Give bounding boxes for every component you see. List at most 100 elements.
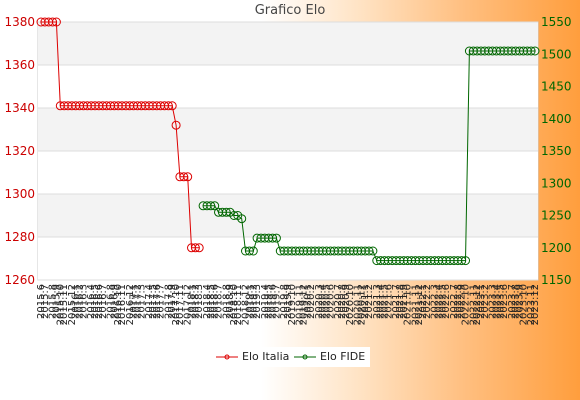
data-point-elo-fide xyxy=(268,233,278,243)
x-axis-tick-label: 2023.9 xyxy=(515,284,526,319)
chart-title: Grafico Elo xyxy=(254,3,326,18)
grid-band xyxy=(38,108,538,151)
x-axis-tick-label: 2022.9 xyxy=(457,284,468,319)
data-point-elo-fide xyxy=(457,256,467,266)
x-axis-tick-label: 2016.9 xyxy=(109,284,120,319)
x-axis-tick-label: 2023.3 xyxy=(488,284,499,319)
left-axis-tick-label: 1340 xyxy=(4,101,35,115)
right-axis-tick-label: 1250 xyxy=(541,209,572,223)
x-axis-tick-label: 2017.2 xyxy=(132,284,143,319)
x-axis-tick-label: 2019.7 xyxy=(271,284,282,319)
x-axis-tick-label: 2020.3 xyxy=(314,284,325,319)
x-axis-tick-label: 2017.6 xyxy=(152,284,163,319)
legend-label-elo-fide: Elo FIDE xyxy=(320,350,366,363)
x-axis-tick-label: 2021.10 xyxy=(403,284,414,325)
right-axis-tick-label: 1550 xyxy=(541,15,572,29)
x-axis-tick-label: 2018.6 xyxy=(210,284,221,319)
right-axis-tick-label: 1350 xyxy=(541,144,572,158)
x-axis-tick-label: 2016.2 xyxy=(75,284,86,319)
data-point-elo-italia xyxy=(183,172,193,182)
right-axis: 1150 1200 1250 1300 1350 1400 1450 1500 1550 xyxy=(541,15,572,287)
x-axis-tick-label: 2019.8 xyxy=(279,284,290,319)
x-axis-tick-label: 2018.4 xyxy=(202,284,213,319)
x-axis-tick-label: 2016.12 xyxy=(125,284,136,325)
x-axis-tick-label: 2016.7 xyxy=(98,284,109,319)
data-point-elo-fide xyxy=(530,46,540,56)
x-axis: 2015.62015.72015.82015.92015.102015.1120… xyxy=(36,284,541,325)
x-axis-tick-label: 2016.10 xyxy=(113,284,124,325)
series-line-elo-italia xyxy=(41,21,200,249)
x-axis-tick-label: 2022.2 xyxy=(422,284,433,319)
x-axis-tick-label: 2017.1 xyxy=(129,284,140,319)
x-axis-tick-label: 2016.8 xyxy=(105,284,116,319)
x-axis-tick-label: 2019.6 xyxy=(268,284,279,319)
data-point-elo-fide xyxy=(271,233,281,243)
left-axis-tick-label: 1300 xyxy=(4,187,35,201)
left-axis: 1260 1280 1300 1320 1340 1360 1380 xyxy=(4,15,35,287)
x-axis-tick-label: 2021.3 xyxy=(372,284,383,319)
x-axis-tick-label: 2020.8 xyxy=(337,284,348,319)
x-axis-tick-label: 2019.2 xyxy=(248,284,259,319)
data-point-elo-italia xyxy=(171,120,181,130)
x-axis-tick-label: 2021.1 xyxy=(360,284,371,319)
grid-band xyxy=(38,194,538,237)
x-axis-tick-label: 2019.12 xyxy=(298,284,309,325)
x-axis-tick-label: 2017.10 xyxy=(171,284,182,325)
x-axis-tick-label: 2019.11 xyxy=(295,284,306,325)
x-axis-tick-label: 2022.4 xyxy=(434,284,445,319)
data-point-elo-fide xyxy=(206,201,216,211)
x-axis-tick-label: 2018.12 xyxy=(241,284,252,325)
x-axis-tick-label: 2019.4 xyxy=(260,284,271,319)
x-axis-tick-label: 2015.9 xyxy=(51,284,62,319)
x-axis-tick-label: 2020.1 xyxy=(302,284,313,319)
series-elo-fide xyxy=(198,46,540,266)
left-axis-tick-label: 1380 xyxy=(4,15,35,29)
x-axis-tick-label: 2018.10 xyxy=(229,284,240,325)
data-point-elo-italia xyxy=(179,172,189,182)
x-axis-tick-label: 2021.12 xyxy=(414,284,425,325)
x-axis-tick-label: 2018.11 xyxy=(233,284,244,325)
x-axis-tick-label: 2015.10 xyxy=(55,284,66,325)
right-axis-tick-label: 1300 xyxy=(541,176,572,190)
x-axis-tick-label: 2020.10 xyxy=(345,284,356,325)
x-axis-tick-label: 2023.12 xyxy=(530,284,541,325)
x-axis-tick-label: 2023.6 xyxy=(499,284,510,319)
data-point-elo-italia xyxy=(163,101,173,111)
x-axis-tick-label: 2020.4 xyxy=(318,284,329,319)
x-axis-tick-label: 2017.11 xyxy=(175,284,186,325)
x-axis-tick-label: 2021.2 xyxy=(364,284,375,319)
x-axis-tick-label: 2021.8 xyxy=(395,284,406,319)
x-axis-tick-label: 2022.3 xyxy=(430,284,441,319)
x-axis-tick-label: 2022.11 xyxy=(468,284,479,325)
x-axis-tick-label: 2022.8 xyxy=(453,284,464,319)
left-axis-tick-label: 1280 xyxy=(4,230,35,244)
x-axis-tick-label: 2018.3 xyxy=(194,284,205,319)
grid-band xyxy=(38,237,538,280)
x-axis-tick-label: 2022.7 xyxy=(449,284,460,319)
x-axis-tick-label: 2023.5 xyxy=(495,284,506,319)
x-axis-tick-label: 2019.3 xyxy=(252,284,263,319)
x-axis-tick-label: 2020.9 xyxy=(341,284,352,319)
legend-swatch-elo-fide xyxy=(294,354,316,360)
x-axis-tick-label: 2022.6 xyxy=(441,284,452,319)
x-axis-tick-label: 2015.11 xyxy=(59,284,70,325)
data-point-elo-fide xyxy=(461,256,470,266)
x-axis-tick-label: 2018.2 xyxy=(190,284,201,319)
data-point-elo-italia xyxy=(51,17,61,27)
x-axis-tick-label: 2021.4 xyxy=(376,284,387,319)
legend: Elo Italia Elo FIDE xyxy=(210,347,370,367)
x-axis-tick-label: 2018.9 xyxy=(225,284,236,319)
right-axis-tick-label: 1500 xyxy=(541,47,572,61)
x-axis-tick-label: 2019.9 xyxy=(283,284,294,319)
data-point-elo-fide xyxy=(244,246,254,256)
x-axis-tick-label: 2015.8 xyxy=(48,284,59,319)
data-point-elo-italia xyxy=(194,243,204,253)
grid-layer xyxy=(38,21,538,281)
x-axis-tick-label: 2023.11 xyxy=(526,284,537,325)
x-axis-tick-label: 2020.11 xyxy=(352,284,363,325)
left-axis-tick-label: 1320 xyxy=(4,144,35,158)
x-axis-tick-label: 2016.4 xyxy=(86,284,97,319)
data-point-elo-fide xyxy=(248,246,258,256)
